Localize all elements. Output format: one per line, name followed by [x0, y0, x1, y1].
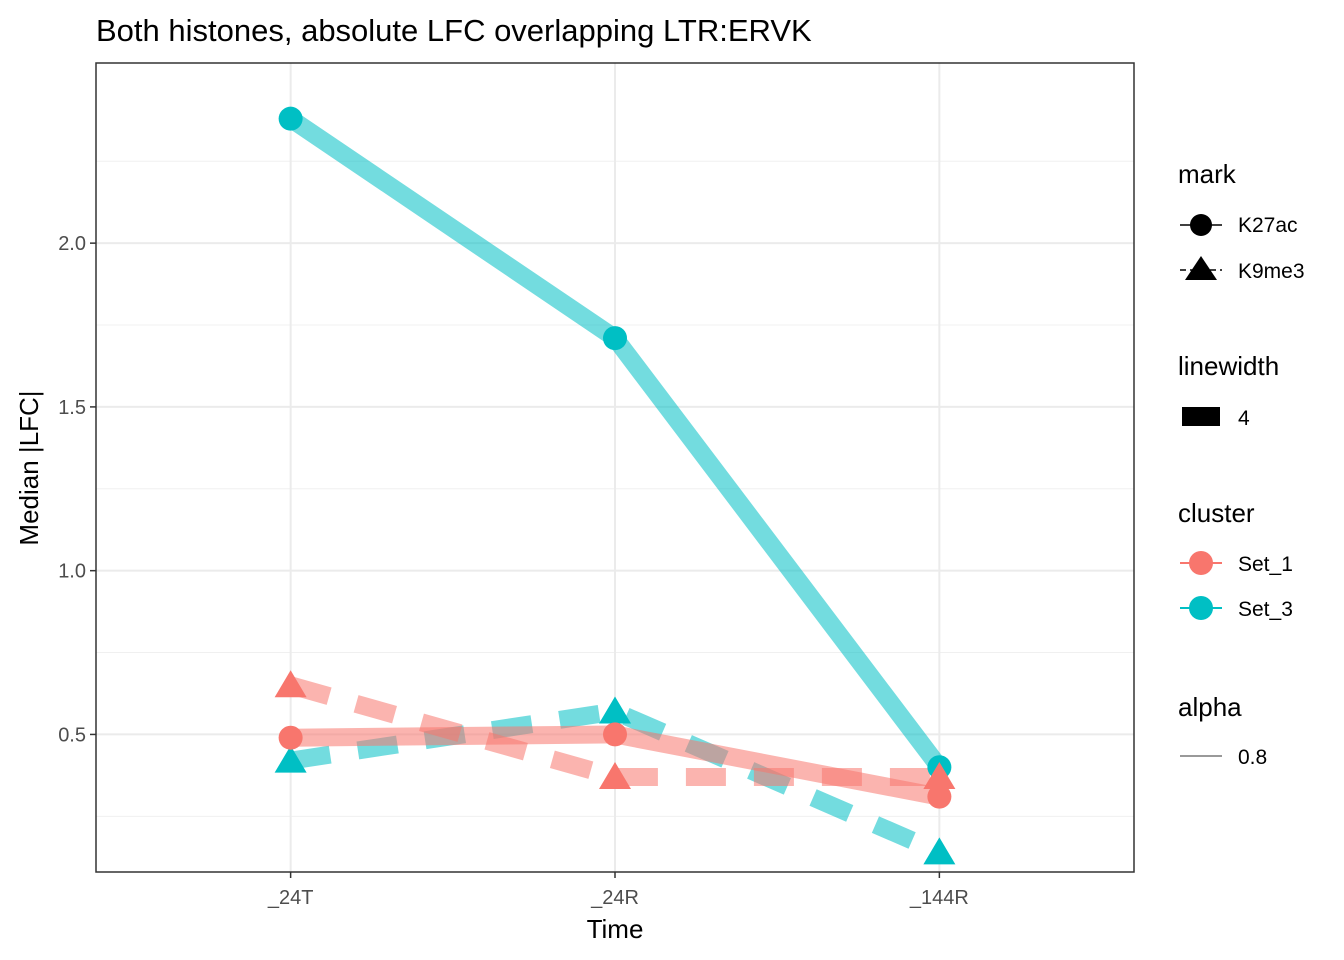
y-axis-title: Median |LFC|: [14, 390, 44, 545]
legend-cluster-set1-circle: [1189, 551, 1213, 575]
y-tick-label: 0.5: [58, 724, 86, 746]
point-set_1-k9me3-2: [923, 762, 956, 790]
legend-cluster-set3-label: Set_3: [1238, 598, 1293, 621]
x-tick-label: _24R: [590, 887, 639, 909]
point-set_1-k27ac-0: [278, 725, 303, 750]
x-tick-label: _24T: [267, 887, 314, 909]
legend-mark-k27ac-label: K27ac: [1238, 214, 1298, 237]
y-tick-label: 1.0: [58, 561, 86, 583]
point-set_1-k9me3-0: [274, 670, 307, 698]
point-set_3-k9me3-2: [923, 837, 956, 865]
x-axis-title: Time: [587, 914, 644, 944]
series-layer: [274, 106, 956, 865]
legend-mark-k27ac-circle: [1190, 214, 1212, 236]
point-set_3-k9me3-0: [274, 745, 307, 773]
y-axis: 0.5 1.0 1.5 2.0: [58, 233, 96, 746]
legend-alpha-title: alpha: [1178, 692, 1242, 722]
point-set_1-k27ac-1: [603, 722, 627, 747]
y-tick-label: 1.5: [58, 397, 86, 419]
point-set_3-k27ac-1: [603, 326, 627, 351]
x-tick-label: _144R: [909, 887, 969, 909]
legend-mark-title: mark: [1178, 159, 1237, 189]
legend: mark K27ac K9me3 linewidth 4 cluster Set…: [1178, 159, 1305, 769]
legend-alpha-label: 0.8: [1238, 746, 1267, 769]
legend-cluster-set3-circle: [1189, 596, 1213, 620]
chart-title: Both histones, absolute LFC overlapping …: [96, 13, 812, 48]
legend-linewidth-label: 4: [1238, 407, 1250, 430]
point-set_1-k27ac-2: [927, 784, 952, 809]
legend-linewidth-swatch: [1182, 407, 1220, 426]
legend-cluster-title: cluster: [1178, 498, 1255, 528]
point-set_1-k9me3-1: [599, 762, 631, 790]
point-set_3-k27ac-0: [278, 106, 303, 131]
series-line-set_1-k9me3: [288, 676, 940, 787]
legend-mark-k9me3-label: K9me3: [1238, 260, 1305, 283]
legend-linewidth-title: linewidth: [1178, 351, 1279, 381]
y-tick-label: 2.0: [58, 233, 86, 255]
x-axis: _24T _24R _144R: [267, 872, 969, 909]
legend-cluster-set1-label: Set_1: [1238, 553, 1293, 576]
legend-mark-k9me3-triangle: [1185, 256, 1217, 280]
series-line-set_3-k9me3: [289, 702, 943, 861]
point-set_3-k9me3-1: [599, 696, 631, 724]
plot-area: [95, 62, 1135, 873]
